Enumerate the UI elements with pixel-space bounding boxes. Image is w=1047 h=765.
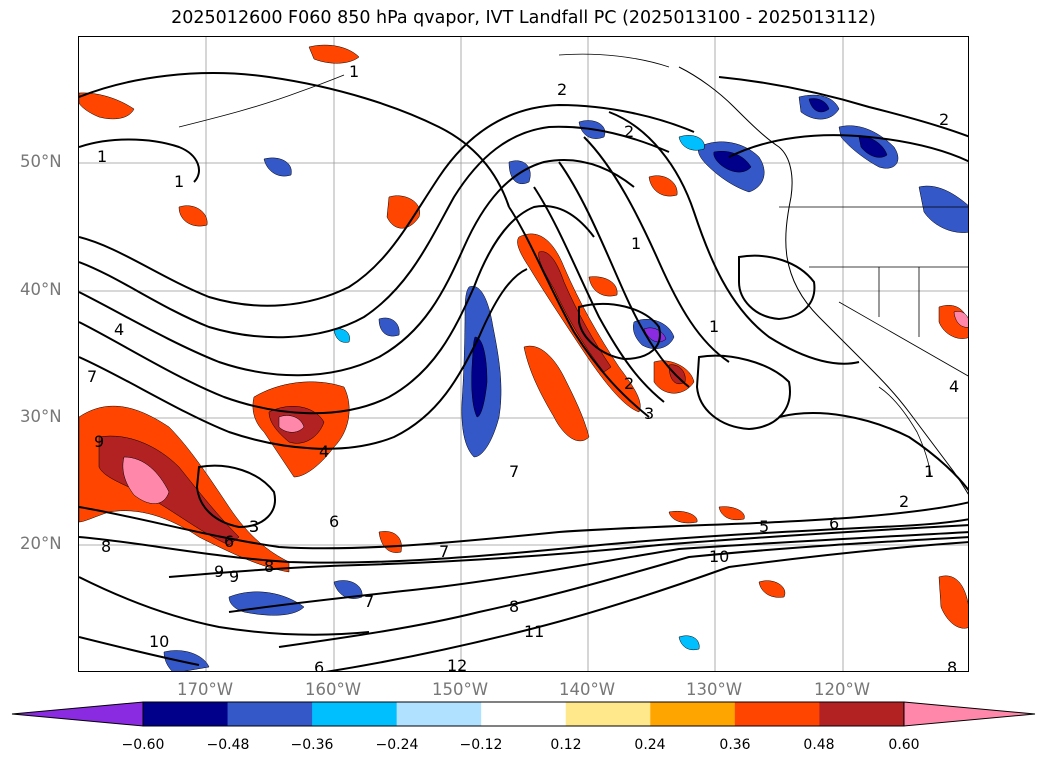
- contour-label: 6: [224, 532, 234, 551]
- colorbar: [11, 701, 1036, 727]
- contour-label: 11: [524, 622, 544, 641]
- contour-label: 8: [101, 537, 111, 556]
- lat-label-50n: 50°N: [20, 152, 62, 171]
- lat-label-30n: 30°N: [20, 407, 62, 426]
- contour-label: 6: [314, 658, 324, 672]
- contour-label: 1: [709, 317, 719, 336]
- colorbar-tick: −0.12: [459, 737, 503, 753]
- contour-label: 1: [631, 234, 641, 253]
- contour-label: 7: [439, 542, 449, 561]
- contour-label: 8: [509, 597, 519, 616]
- contour-label: 8: [264, 557, 274, 576]
- contour-label: 2: [624, 122, 634, 141]
- colorbar-tick: −0.60: [121, 737, 165, 753]
- contour-label: 2: [557, 80, 567, 99]
- colorbar-tick: −0.36: [290, 737, 334, 753]
- colorbar-border: [142, 701, 905, 727]
- colorbar-extend-high: [903, 701, 1036, 727]
- contour-label: 7: [509, 462, 519, 481]
- colorbar-extend-low: [11, 701, 144, 727]
- contour-label: 1: [924, 462, 934, 481]
- contour-label: 9: [214, 562, 224, 581]
- colorbar-tick: −0.24: [375, 737, 419, 753]
- colorbar-segment: [143, 702, 229, 726]
- positive-anomaly-patches: [79, 44, 968, 629]
- colorbar-tick: 0.24: [634, 737, 666, 753]
- contour-label: 4: [949, 377, 959, 396]
- coastlines: [178, 53, 968, 495]
- contour-label: 2: [899, 492, 909, 511]
- lon-label-130w: 130°W: [685, 680, 743, 699]
- contour-label: 4: [319, 442, 329, 461]
- contour-label: 12: [447, 656, 467, 672]
- lon-label-120w: 120°W: [813, 680, 871, 699]
- contour-label: 8: [947, 658, 957, 672]
- colorbar-segment: [312, 702, 398, 726]
- contour-label: 4: [114, 320, 124, 339]
- lon-label-160w: 160°W: [304, 680, 362, 699]
- contour-label: 9: [229, 567, 239, 586]
- lat-label-40n: 40°N: [20, 280, 62, 299]
- contour-label: 9: [94, 432, 104, 451]
- colorbar-tick: 0.36: [719, 737, 751, 753]
- contour-label: 7: [364, 592, 374, 611]
- lon-label-170w: 170°W: [176, 680, 234, 699]
- contour-label: 5: [759, 517, 769, 536]
- contour-labels: 1 1 2 2 2 1 3 2 4 7 9 8 4 3 6 9 8 10 7 8…: [87, 62, 959, 672]
- lat-label-20n: 20°N: [20, 534, 62, 553]
- contour-label: 6: [329, 512, 339, 531]
- map-canvas: 1 1 2 2 2 1 3 2 4 7 9 8 4 3 6 9 8 10 7 8…: [79, 37, 968, 672]
- colorbar-tick: 0.48: [803, 737, 835, 753]
- contour-label: 1: [97, 147, 107, 166]
- ivt-contours: [79, 72, 968, 671]
- colorbar-segments: [11, 701, 1036, 727]
- contour-label: 6: [829, 514, 839, 533]
- colorbar-segment: [565, 702, 651, 726]
- lon-label-150w: 150°W: [431, 680, 489, 699]
- contour-label: 1: [349, 62, 359, 81]
- map-panel: 1 1 2 2 2 1 3 2 4 7 9 8 4 3 6 9 8 10 7 8…: [78, 36, 969, 672]
- contour-label: 10: [709, 547, 729, 566]
- contour-label: 2: [624, 374, 634, 393]
- colorbar-segment: [227, 702, 313, 726]
- contour-label: 10: [149, 632, 169, 651]
- contour-label: 3: [249, 517, 259, 536]
- contour-label: 1: [174, 172, 184, 191]
- colorbar-segment: [819, 702, 905, 726]
- colorbar-tick: −0.48: [206, 737, 250, 753]
- map-title: 2025012600 F060 850 hPa qvapor, IVT Land…: [171, 8, 876, 28]
- colorbar-segment: [734, 702, 820, 726]
- colorbar-tick: 0.60: [888, 737, 920, 753]
- contour-label: 3: [249, 517, 259, 536]
- contour-label: 7: [87, 367, 97, 386]
- contour-label: 2: [939, 110, 949, 129]
- lon-label-140w: 140°W: [558, 680, 616, 699]
- colorbar-segment: [481, 702, 567, 726]
- contour-label: 3: [644, 404, 654, 423]
- colorbar-segment: [396, 702, 482, 726]
- colorbar-tick: 0.12: [550, 737, 582, 753]
- colorbar-segment: [650, 702, 736, 726]
